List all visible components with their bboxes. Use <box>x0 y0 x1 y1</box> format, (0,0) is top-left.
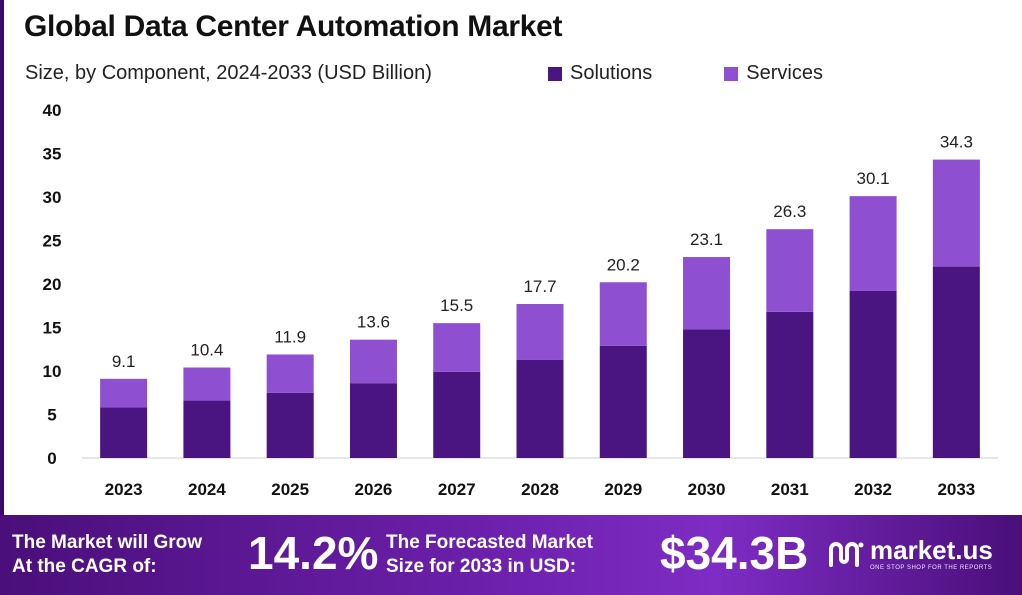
bar-total-label: 10.4 <box>190 341 223 360</box>
forecast-caption: The Forecasted Market Size for 2033 in U… <box>386 531 593 579</box>
bar-solutions-2026 <box>349 383 397 458</box>
bar-services-2023 <box>100 378 148 408</box>
left-accent-rule <box>0 0 4 515</box>
x-tick-label: 2023 <box>105 480 143 499</box>
bar-solutions-2029 <box>599 345 647 458</box>
forecast-caption-line2: Size for 2033 in USD: <box>386 556 577 577</box>
legend: Solutions Services <box>548 62 823 85</box>
bar-solutions-2023 <box>100 407 148 458</box>
footer-banner: The Market will Grow At the CAGR of: 14.… <box>0 515 1022 595</box>
bar-total-label: 23.1 <box>690 230 723 249</box>
legend-label-solutions: Solutions <box>570 62 653 84</box>
chart-title: Global Data Center Automation Market <box>24 10 563 43</box>
x-tick-label: 2033 <box>937 480 975 499</box>
bar-solutions-2033 <box>932 266 980 458</box>
bar-total-label: 34.3 <box>940 133 973 152</box>
y-tick-label: 10 <box>43 362 62 381</box>
bar-total-label: 30.1 <box>857 169 890 188</box>
bar-total-label: 20.2 <box>607 255 640 274</box>
x-tick-label: 2031 <box>771 480 809 499</box>
x-tick-label: 2030 <box>688 480 726 499</box>
bar-services-2029 <box>599 282 647 346</box>
y-tick-label: 35 <box>43 145 62 164</box>
legend-swatch-services <box>724 66 739 81</box>
y-tick-label: 25 <box>43 232 62 251</box>
legend-swatch-solutions <box>548 66 562 81</box>
x-tick-label: 2024 <box>188 480 226 499</box>
market-us-logo-icon <box>829 542 864 567</box>
bar-total-label: 13.6 <box>357 313 390 332</box>
bar-solutions-2024 <box>183 400 231 458</box>
bar-services-2031 <box>766 229 814 312</box>
bar-services-2025 <box>266 354 314 393</box>
cagr-caption: The Market will Grow At the CAGR of: <box>12 531 202 579</box>
stacked-bar-chart: 05101520253035409.1202310.4202411.920251… <box>43 101 998 499</box>
bar-services-2027 <box>433 323 481 372</box>
cagr-value: 14.2% <box>248 527 379 579</box>
legend-label-services: Services <box>746 62 823 84</box>
x-tick-label: 2029 <box>604 480 642 499</box>
chart-subtitle: Size, by Component, 2024-2033 (USD Billi… <box>25 62 432 84</box>
bar-solutions-2025 <box>266 392 314 458</box>
bar-services-2030 <box>683 257 731 330</box>
x-tick-label: 2025 <box>271 480 309 499</box>
brand-tagline: ONE STOP SHOP FOR THE REPORTS <box>870 565 993 571</box>
legend-item-solutions: Solutions <box>548 62 652 85</box>
bar-solutions-2027 <box>433 371 481 458</box>
bar-solutions-2030 <box>683 329 731 458</box>
y-tick-label: 20 <box>43 275 62 294</box>
forecast-value: $34.3B <box>660 527 809 579</box>
x-tick-label: 2032 <box>854 480 892 499</box>
y-tick-label: 15 <box>43 319 62 338</box>
bar-services-2026 <box>349 339 397 384</box>
bar-total-label: 26.3 <box>773 202 806 221</box>
bar-services-2032 <box>849 196 897 291</box>
brand-logo: market.us ONE STOP SHOP FOR THE REPORTS <box>828 537 993 571</box>
bar-total-label: 15.5 <box>440 296 473 315</box>
bar-total-label: 11.9 <box>274 327 306 346</box>
bar-total-label: 9.1 <box>112 352 136 371</box>
cagr-caption-line2: At the CAGR of: <box>12 556 157 577</box>
x-tick-label: 2028 <box>521 480 559 499</box>
x-tick-label: 2026 <box>355 480 393 499</box>
y-tick-label: 5 <box>47 406 56 425</box>
forecast-caption-line1: The Forecasted Market <box>386 532 593 553</box>
x-tick-label: 2027 <box>438 480 476 499</box>
bar-services-2028 <box>516 304 564 360</box>
y-tick-label: 30 <box>43 188 62 207</box>
y-tick-label: 40 <box>43 101 62 120</box>
bar-total-label: 17.7 <box>523 277 556 296</box>
bar-solutions-2032 <box>849 290 897 458</box>
y-tick-label: 0 <box>47 449 56 468</box>
bar-services-2024 <box>183 367 231 401</box>
brand-name: market.us <box>870 535 993 565</box>
cagr-caption-line1: The Market will Grow <box>12 532 203 553</box>
bar-services-2033 <box>932 159 980 267</box>
legend-item-services: Services <box>724 62 823 85</box>
bar-solutions-2031 <box>766 311 814 458</box>
bar-solutions-2028 <box>516 359 564 458</box>
